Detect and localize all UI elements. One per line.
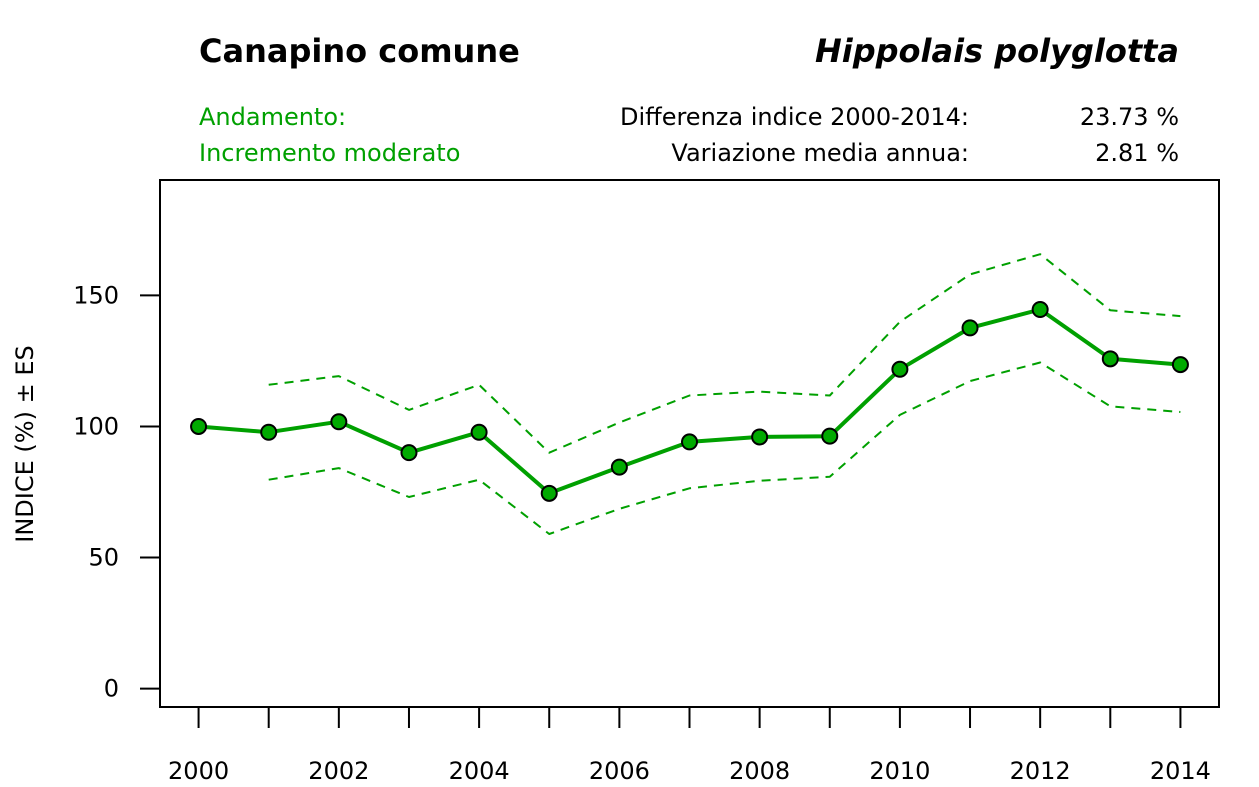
y-tick-label: 50 [88,544,119,572]
data-point-2009 [821,427,839,445]
data-point-2012 [1031,301,1049,319]
series-layer [190,253,1189,535]
y-axis-label: INDICE (%) ± ES [11,345,39,542]
data-point-2003 [400,444,418,462]
data-point-2000 [190,417,208,435]
x-tick-label: 2000 [168,757,229,785]
data-point-2007 [681,433,698,451]
y-tick-label: 0 [104,675,119,703]
x-tick-label: 2012 [1010,757,1071,785]
y-tick-label: 100 [73,412,119,440]
x-axis: 2000 2002 2004 2006 2008 2010 2012 2014 [168,707,1211,785]
x-tick-label: 2006 [589,757,650,785]
y-axis: 0 50 100 150 [73,281,160,703]
x-tick-label: 2008 [729,757,790,785]
data-point-2005 [540,484,558,502]
y-tick-label: 150 [73,281,119,309]
data-point-2008 [751,428,769,446]
trend-label: Andamento: [199,103,347,131]
upper-error-line [268,253,1181,454]
data-point-2001 [260,423,278,441]
index-difference-value: 23.73 % [1079,103,1179,131]
x-tick-label: 2002 [308,757,369,785]
x-tick-label: 2004 [449,757,510,785]
data-point-2002 [330,413,348,431]
species-latin-name: Hippolais polyglotta [814,32,1179,70]
x-tick-label: 2010 [869,757,930,785]
annual-variation-value: 2.81 % [1095,139,1179,167]
trend-value: Incremento moderato [199,139,461,167]
index-difference-label: Differenza indice 2000-2014: [620,103,969,131]
data-point-2014 [1171,356,1189,374]
data-point-2006 [610,458,628,476]
annual-variation-label: Variazione media annua: [671,139,969,167]
data-point-2011 [961,319,979,337]
x-tick-label: 2014 [1150,757,1211,785]
data-point-2013 [1101,350,1119,368]
index-line [198,307,1181,496]
species-common-name: Canapino comune [199,32,520,70]
data-point-2004 [470,423,488,441]
data-point-2010 [891,360,909,378]
